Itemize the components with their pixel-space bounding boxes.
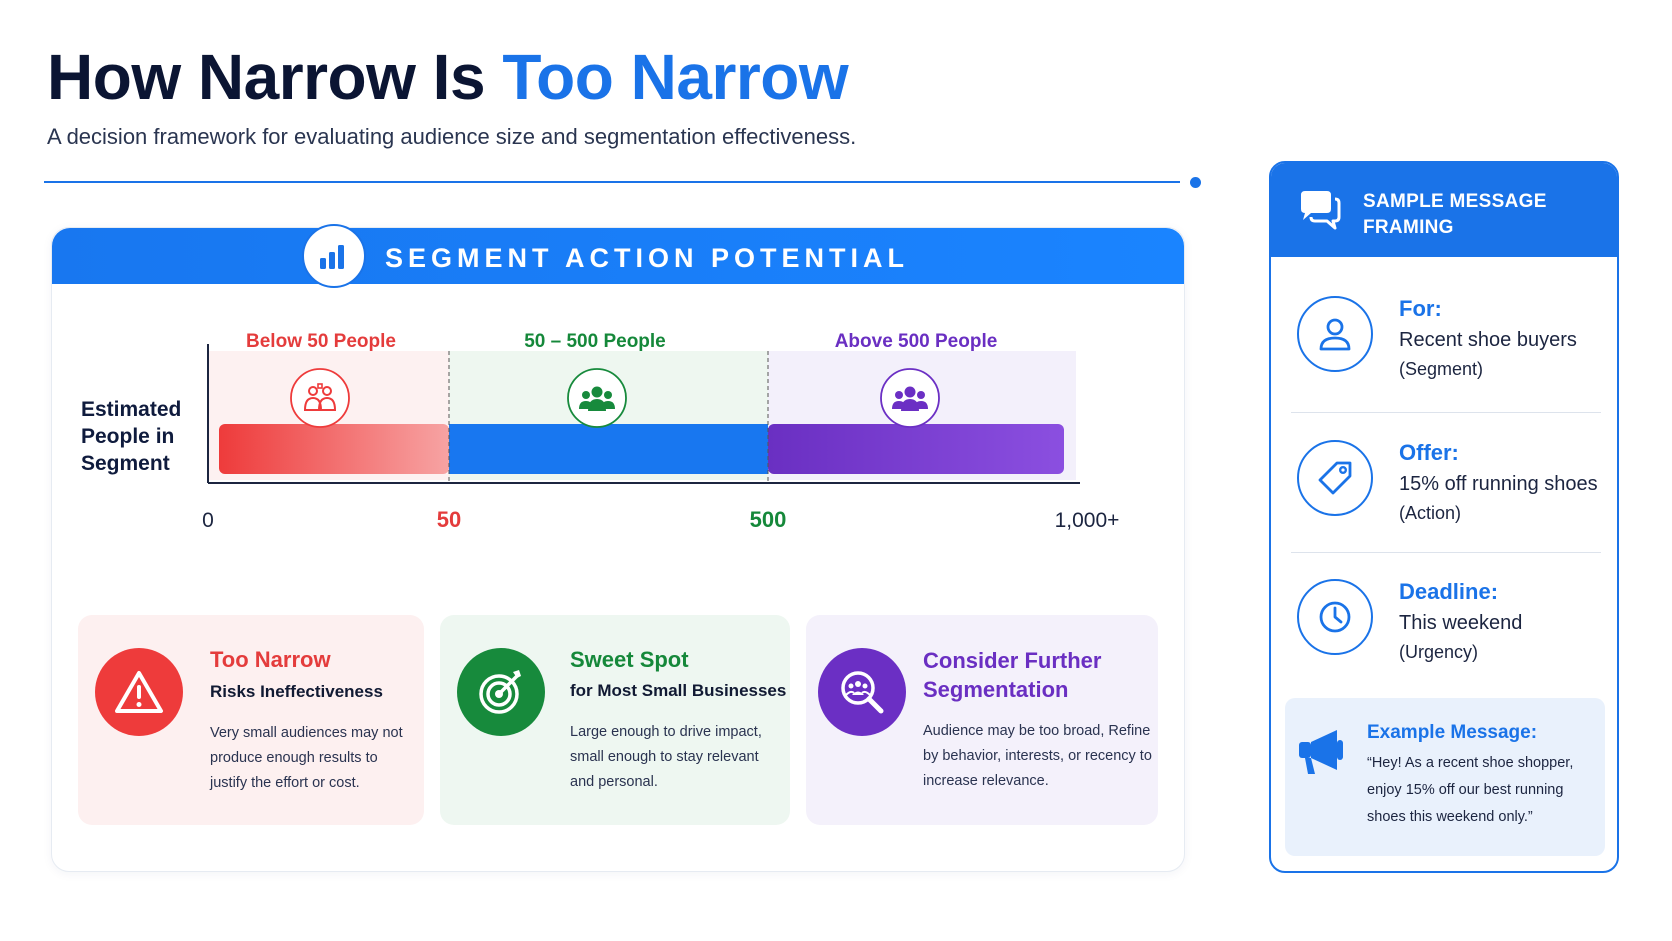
framing-row-deadline: Deadline: This weekend (Urgency) [1271, 579, 1617, 709]
crowd-icon [880, 368, 940, 428]
example-message-body: “Hey! As a recent shoe shopper, enjoy 15… [1367, 755, 1574, 825]
chart-y-label: Estimated People in Segment [81, 398, 182, 475]
tag-icon [1297, 440, 1373, 516]
too-narrow-card: Too Narrow Risks Ineffectiveness Very sm… [78, 615, 424, 825]
sweet-spot-body: Large enough to drive impact, small enou… [570, 724, 762, 790]
framing-row-for: For: Recent shoe buyers (Segment) [1271, 296, 1617, 426]
framing-row-offer: Offer: 15% off running shoes (Action) [1271, 440, 1617, 570]
framing-offer-label: Offer: [1399, 440, 1459, 465]
framing-for-value: Recent shoe buyers [1399, 329, 1577, 351]
framing-offer-note: (Action) [1399, 503, 1462, 523]
search-people-icon [818, 648, 906, 736]
range-bar [449, 424, 768, 474]
message-framing-title: SAMPLE MESSAGE FRAMING [1363, 191, 1547, 238]
framing-deadline-note: (Urgency) [1399, 642, 1479, 662]
too-narrow-body: Very small audiences may not produce eno… [210, 725, 403, 791]
too-narrow-subtitle: Risks Ineffectiveness [210, 682, 383, 701]
framing-for-note: (Segment) [1399, 359, 1484, 379]
framing-for-label: For: [1399, 296, 1442, 321]
x-tick-label: 50 [437, 507, 461, 532]
header-divider-dot [1190, 177, 1201, 188]
person-icon [1297, 296, 1373, 372]
header-divider [44, 181, 1180, 183]
framing-deadline-label: Deadline: [1399, 579, 1499, 604]
further-segmentation-card: Consider Further Segmentation Audience m… [806, 615, 1158, 825]
x-tick-label: 1,000+ [1055, 509, 1120, 532]
warning-icon [95, 648, 183, 736]
group-icon [567, 368, 627, 428]
segment-card-header: SEGMENT ACTION POTENTIAL [52, 224, 1184, 288]
target-icon [457, 648, 545, 736]
further-segmentation-body: Audience may be too broad, Refine by beh… [923, 723, 1152, 789]
message-framing-header: SAMPLE MESSAGE FRAMING [1271, 163, 1617, 257]
range-label: Above 500 People [835, 331, 998, 352]
megaphone-icon [1295, 726, 1353, 783]
range-bar [768, 424, 1064, 474]
title-main: How Narrow Is [47, 41, 503, 113]
title-accent: Too Narrow [502, 41, 849, 113]
x-tick-label: 0 [202, 509, 214, 532]
framing-divider [1291, 552, 1601, 553]
small-group-icon [290, 368, 350, 428]
segment-range-chart: Below 50 People 50 – 500 People Above 500 … [202, 331, 1120, 532]
too-narrow-title: Too Narrow [210, 647, 331, 672]
sweet-spot-title: Sweet Spot [570, 647, 689, 672]
example-message-title: Example Message: [1367, 722, 1538, 743]
page-title: How Narrow Is Too Narrow [47, 40, 849, 114]
chat-icon [1297, 189, 1343, 236]
framing-offer-value: 15% off running shoes [1399, 473, 1598, 495]
bar-chart-icon [302, 224, 366, 288]
segment-card-title: SEGMENT ACTION POTENTIAL [385, 243, 909, 273]
clock-icon [1297, 579, 1373, 655]
framing-divider [1291, 412, 1601, 413]
x-tick-label: 500 [750, 507, 787, 532]
sweet-spot-card: Sweet Spot for Most Small Businesses Lar… [440, 615, 790, 825]
further-segmentation-title: Consider Further Segmentation [923, 648, 1102, 702]
example-message-box: Example Message: “Hey! As a recent shoe … [1285, 698, 1605, 856]
message-framing-panel: SAMPLE MESSAGE FRAMING For: Recent shoe … [1269, 161, 1619, 873]
page-subtitle: A decision framework for evaluating audi… [47, 124, 857, 149]
framing-deadline-value: This weekend [1399, 612, 1523, 634]
range-label: 50 – 500 People [524, 331, 666, 352]
sweet-spot-subtitle: for Most Small Businesses [570, 681, 787, 700]
range-label: Below 50 People [246, 331, 396, 352]
range-bar [219, 424, 449, 474]
